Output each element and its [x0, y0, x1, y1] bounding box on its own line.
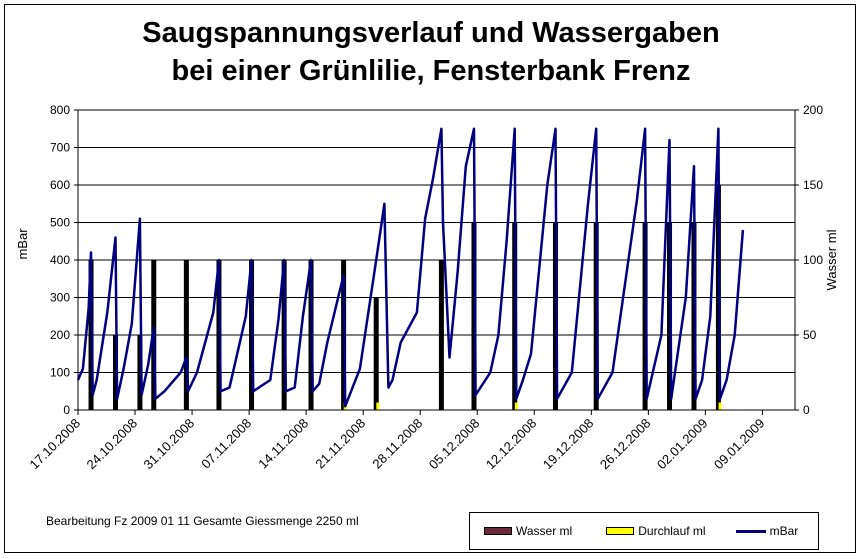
legend-item-mbar: mBar	[735, 524, 799, 538]
line-mbar	[76, 127, 745, 408]
chart-title-line1: Saugspannungsverlauf und Wassergaben	[142, 17, 720, 49]
x-tick-label: 09.01.2009	[711, 416, 768, 473]
x-tick-label: 28.11.2008	[369, 416, 425, 472]
y-tick-label-left: 200	[50, 328, 70, 342]
bar	[438, 260, 444, 410]
x-tick-label: 07.11.2008	[198, 416, 254, 472]
bar	[376, 402, 380, 410]
y-tick-label-right: 0	[803, 403, 810, 417]
line-series	[76, 127, 745, 408]
y-tick-label-left: 800	[50, 103, 70, 117]
y-tick-label-right: 200	[803, 103, 823, 117]
legend-swatch-durchlauf	[606, 527, 635, 535]
legend-label-mbar: mBar	[769, 524, 799, 538]
legend-label-wasser: Wasser ml	[516, 524, 573, 538]
x-tick-label: 05.12.2008	[426, 416, 483, 473]
y-tick-label-right: 150	[803, 178, 823, 192]
x-tick-label: 21.11.2008	[312, 416, 368, 472]
y-axis-label-right: Wasser ml	[824, 229, 839, 290]
legend-item-durchlauf: Durchlauf ml	[606, 524, 706, 538]
y-tick-label-right: 100	[803, 253, 823, 267]
y-tick-label-left: 600	[50, 178, 70, 192]
y-tick-label-right: 50	[803, 328, 817, 342]
y-tick-label-left: 500	[50, 216, 70, 230]
y-tick-label-left: 700	[50, 141, 70, 155]
legend-swatch-wasser	[484, 527, 512, 535]
footer-note: Bearbeitung Fz 2009 01 11 Gesamte Giessm…	[46, 514, 359, 528]
x-tick-label: 02.01.2009	[654, 416, 711, 473]
chart-title-line2: bei einer Grünlilie, Fensterbank Frenz	[171, 55, 691, 87]
bar	[137, 335, 143, 410]
chart-title: Saugspannungsverlauf und Wassergaben bei…	[0, 14, 862, 90]
y-tick-label-left: 0	[63, 403, 70, 417]
y-tick-label-left: 300	[50, 291, 70, 305]
legend-swatch-mbar	[735, 529, 766, 533]
legend-item-wasser: Wasser ml	[484, 524, 572, 538]
y-tick-label-left: 100	[50, 366, 70, 380]
x-tick-label: 24.10.2008	[84, 416, 141, 473]
x-tick-label: 19.12.2008	[540, 416, 597, 473]
x-tick-label: 26.12.2008	[597, 416, 654, 473]
x-tick-label: 12.12.2008	[483, 416, 540, 473]
x-tick-label: 17.10.2008	[26, 416, 83, 473]
y-axis-label-left: mBar	[15, 228, 30, 260]
bar	[514, 402, 518, 410]
bar	[183, 260, 189, 410]
bar	[718, 402, 722, 410]
axes: 0 100 200 300 400 500 600 700 800 0 50 100 150 200 17.…	[26, 103, 823, 472]
x-tick-label: 14.11.2008	[255, 416, 311, 472]
bar	[112, 335, 118, 410]
bar	[373, 297, 379, 410]
legend-label-durchlauf: Durchlauf ml	[638, 524, 706, 538]
legend: Wasser ml Durchlauf ml mBar	[469, 512, 819, 550]
x-tick-label: 31.10.2008	[141, 416, 198, 473]
chart-frame	[4, 4, 856, 553]
y-tick-label-left: 400	[50, 253, 70, 267]
